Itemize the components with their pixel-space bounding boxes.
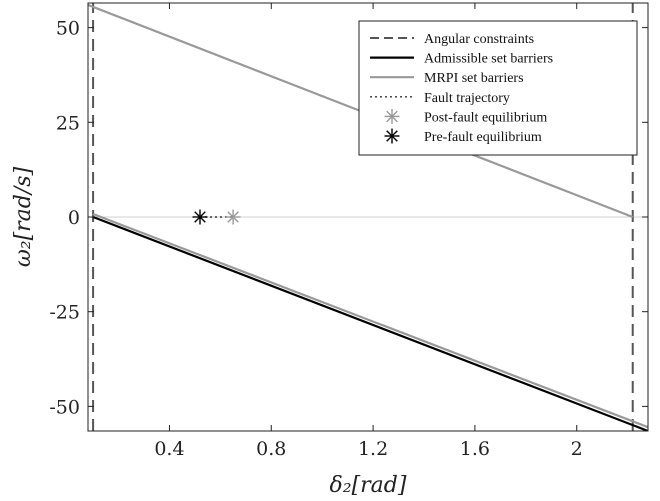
y-axis-title: ω₂[rad/s] <box>11 166 36 267</box>
legend-box <box>358 20 638 156</box>
legend-label-angular-constraints: Angular constraints <box>424 32 534 47</box>
legend-label-mrpi-set-barriers: MRPI set barriers <box>424 71 524 86</box>
y-tick-label: 50 <box>56 18 80 40</box>
x-tick-label: 0.4 <box>154 438 184 460</box>
legend-label-pre-fault-equilibrium: Pre-fault equilibrium <box>424 130 542 145</box>
x-tick-label: 0.8 <box>256 438 286 460</box>
legend-marker-post-fault-equilibrium <box>384 108 400 124</box>
mrpi-set-barriers-line-2 <box>92 212 648 429</box>
legend-marker-pre-fault-equilibrium <box>384 128 400 144</box>
x-tick-label: 2 <box>571 438 583 460</box>
legend-label-admissible-set-barriers: Admissible set barriers <box>424 52 553 67</box>
legend-label-post-fault-equilibrium: Post-fault equilibrium <box>424 110 547 125</box>
y-tick-label: 25 <box>56 112 80 134</box>
legend-label-fault-trajectory: Fault trajectory <box>424 91 510 106</box>
y-tick-label: -25 <box>49 302 80 324</box>
pre-fault-equilibrium-marker-1 <box>192 209 208 225</box>
x-tick-label: 1.6 <box>460 438 490 460</box>
admissible-set-barriers-line-1 <box>92 215 648 431</box>
post-fault-equilibrium-marker-1 <box>225 209 241 225</box>
x-tick-label: 1.2 <box>358 438 388 460</box>
legend: Angular constraints Admissible set barrie… <box>358 20 638 156</box>
y-tick-label: 0 <box>68 207 80 229</box>
x-axis-title: δ₂[rad] <box>330 473 407 498</box>
y-tick-label: -50 <box>49 396 80 418</box>
